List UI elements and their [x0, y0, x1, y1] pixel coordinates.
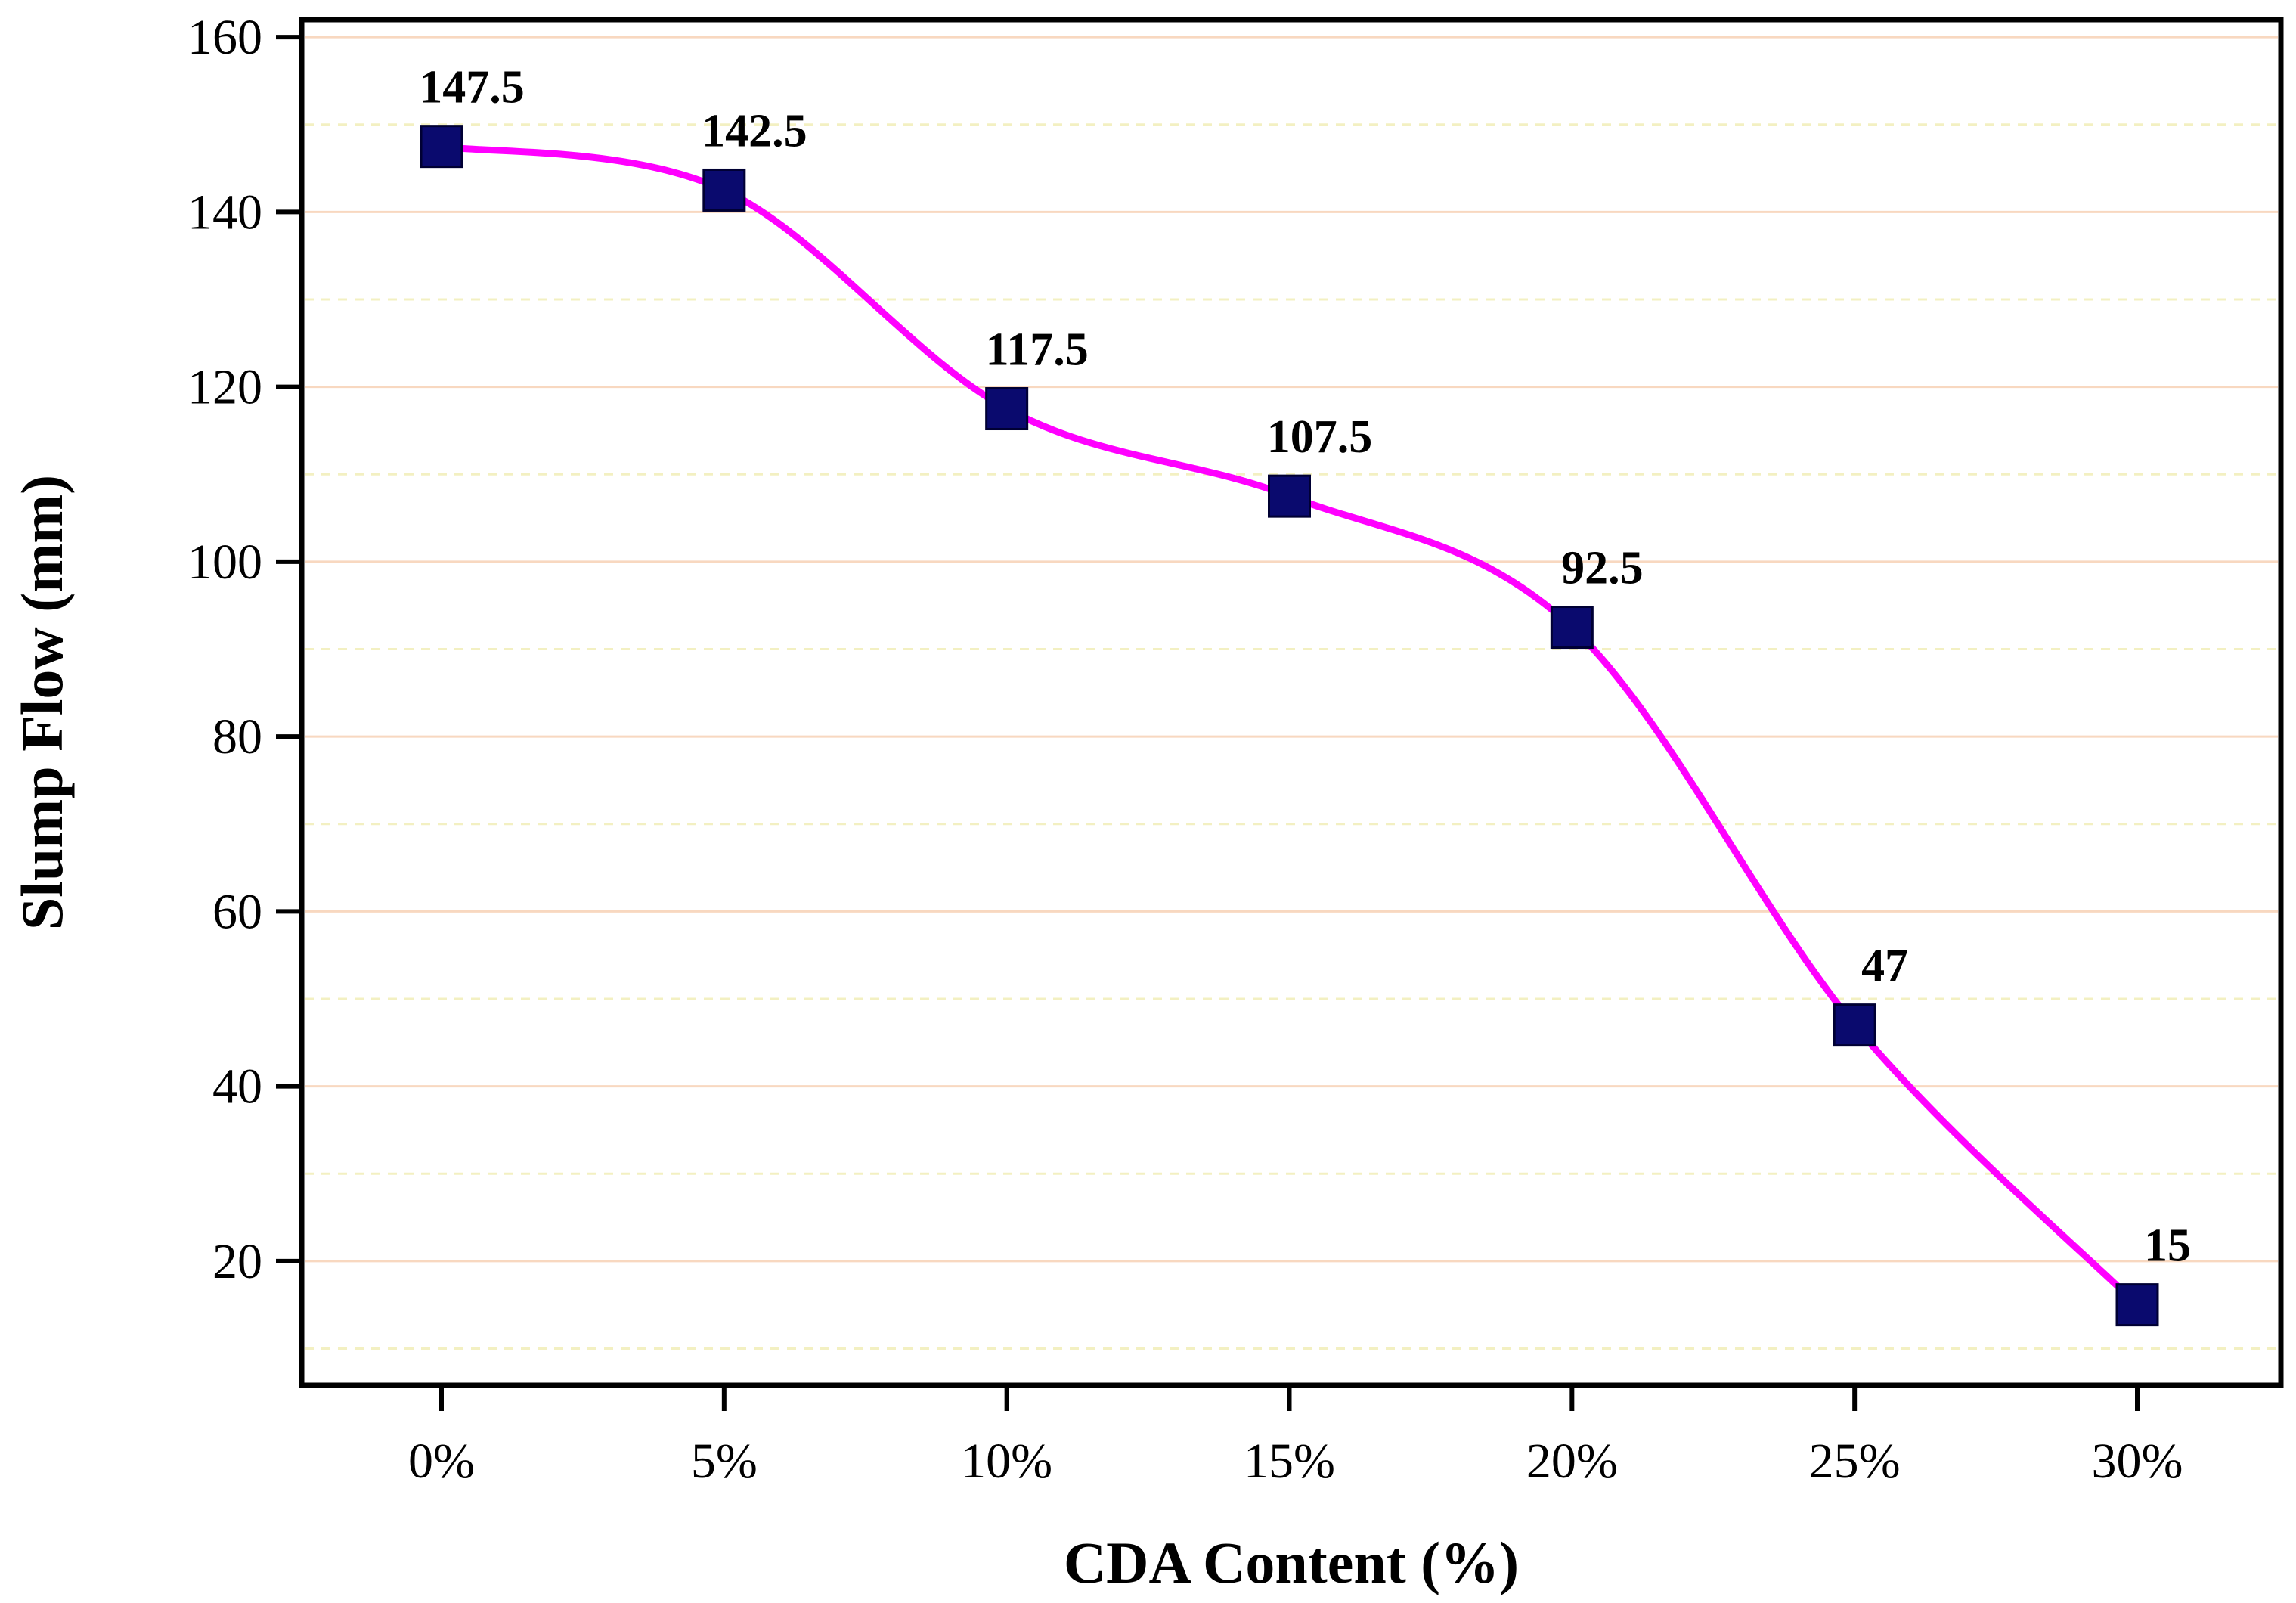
data-point-marker	[1833, 1003, 1876, 1047]
data-label: 92.5	[1561, 543, 1644, 594]
y-tick-label: 20	[212, 1234, 262, 1289]
data-label: 47	[1861, 941, 1908, 992]
y-axis-title: Slump Flow (mm)	[9, 475, 75, 930]
data-point-marker	[1268, 474, 1311, 518]
x-tick-label: 10%	[961, 1434, 1052, 1489]
y-tick-label: 160	[187, 10, 262, 65]
x-tick-label: 5%	[691, 1434, 758, 1489]
x-tick-label: 20%	[1526, 1434, 1618, 1489]
y-tick-label: 80	[212, 709, 262, 764]
data-point-marker	[1550, 606, 1594, 650]
x-tick-label: 30%	[2092, 1434, 2183, 1489]
y-tick-label: 120	[187, 360, 262, 415]
data-label: 107.5	[1267, 411, 1373, 463]
data-label: 142.5	[702, 105, 807, 157]
x-tick-label: 15%	[1244, 1434, 1335, 1489]
grid-lines	[305, 36, 2278, 1350]
x-tick-label: 0%	[408, 1434, 475, 1489]
data-point-marker	[985, 387, 1029, 431]
y-tick-label: 100	[187, 535, 262, 590]
y-tick-label: 60	[212, 884, 262, 939]
y-tick-label: 140	[187, 184, 262, 240]
data-label: 147.5	[419, 62, 525, 113]
x-axis-title: CDA Content (%)	[1064, 1530, 1519, 1595]
data-label: 117.5	[986, 324, 1089, 376]
data-point-marker	[702, 168, 746, 212]
data-labels: 147.5 142.5 117.5 107.5 92.5 47 15	[419, 62, 2191, 1272]
x-tick-label: 25%	[1809, 1434, 1901, 1489]
data-point-marker	[2115, 1283, 2159, 1327]
data-series	[420, 125, 2159, 1327]
axis-ticks: 20 40 60 80 100 120 140 160 0% 5% 10% 15% 20% 25% 30%	[187, 10, 2183, 1489]
data-point-marker	[420, 125, 463, 169]
data-label: 15	[2144, 1220, 2191, 1272]
y-tick-label: 40	[212, 1059, 262, 1115]
